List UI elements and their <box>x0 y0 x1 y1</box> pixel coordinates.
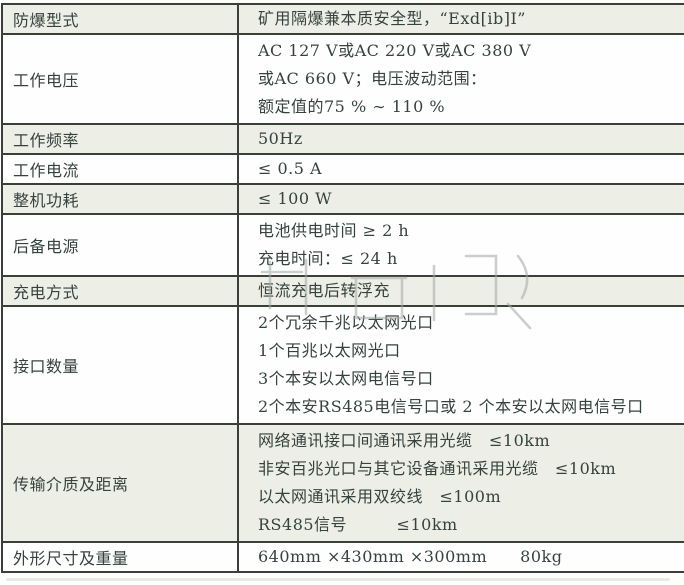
spec-table: 防爆型式 矿用隔爆兼本质安全型，“Exd[ib]I” 工作电压 AC 127 V… <box>1 3 684 573</box>
spec-value-line: 3个本安以太网电信号口 <box>258 369 434 388</box>
spec-value-line: 充电时间：≤ 24 h <box>258 249 398 268</box>
spec-value-cell: 电池供电时间 ≥ 2 h 充电时间：≤ 24 h <box>239 215 684 275</box>
spec-value-cell: 矿用隔爆兼本质安全型，“Exd[ib]I” <box>239 5 684 33</box>
spec-value-line: 2个冗余千兆以太网光口 <box>258 313 434 332</box>
spec-value-line: 1个百兆以太网光口 <box>258 341 401 360</box>
spec-value-line: 以太网通讯采用双绞线 ≤100m <box>258 487 502 506</box>
spec-value-line: ≤ 100 W <box>258 189 333 208</box>
spec-value-line: 2个本安RS485电信号口或 2 个本安以太网电信号口 <box>258 397 644 416</box>
spec-label-cell: 充电方式 <box>3 277 239 305</box>
spec-value-line: 或AC 660 V；电压波动范围： <box>258 69 487 88</box>
spec-label-cell: 后备电源 <box>3 215 239 275</box>
spec-value-cell: 50Hz <box>239 125 684 153</box>
spec-value-line: 网络通讯接口间通讯采用光缆 ≤10km <box>258 431 551 450</box>
spec-value-cell: ≤ 0.5 A <box>239 155 684 183</box>
spec-value-line: RS485信号 ≤10km <box>258 515 458 534</box>
spec-value-cell: ≤ 100 W <box>239 185 684 213</box>
spec-label-cell: 整机功耗 <box>3 185 239 213</box>
spec-label-cell: 外形尺寸及重量 <box>3 543 239 571</box>
spec-label-cell: 工作电流 <box>3 155 239 183</box>
scan-shadow <box>6 578 670 581</box>
spec-value-line: 额定值的75 % ∼ 110 % <box>258 97 446 116</box>
spec-row: 充电方式 恒流充电后转浮充 <box>3 277 684 307</box>
spec-value-cell: 640mm ×430mm ×300mm 80kg <box>239 543 684 571</box>
spec-row: 防爆型式 矿用隔爆兼本质安全型，“Exd[ib]I” <box>3 5 684 35</box>
spec-label-cell: 工作电压 <box>3 35 239 123</box>
spec-label-cell: 工作频率 <box>3 125 239 153</box>
spec-value-line: 恒流充电后转浮充 <box>258 281 391 300</box>
spec-label-cell: 防爆型式 <box>3 5 239 33</box>
spec-value-line: 50Hz <box>258 129 303 148</box>
spec-row: 工作频率 50Hz <box>3 125 684 155</box>
spec-value-cell: 网络通讯接口间通讯采用光缆 ≤10km 非安百兆光口与其它设备通讯采用光缆 ≤10… <box>239 425 684 541</box>
spec-value-cell: 恒流充电后转浮充 <box>239 277 684 305</box>
spec-label-cell: 接口数量 <box>3 307 239 423</box>
spec-value-line: 非安百兆光口与其它设备通讯采用光缆 ≤10km <box>258 459 617 478</box>
spec-row: 外形尺寸及重量 640mm ×430mm ×300mm 80kg <box>3 543 684 573</box>
spec-row: 工作电流 ≤ 0.5 A <box>3 155 684 185</box>
spec-row: 接口数量 2个冗余千兆以太网光口 1个百兆以太网光口 3个本安以太网电信号口 2个本安… <box>3 307 684 425</box>
spec-row: 整机功耗 ≤ 100 W <box>3 185 684 215</box>
spec-value-line: 电池供电时间 ≥ 2 h <box>258 221 410 240</box>
spec-value-cell: AC 127 V或AC 220 V或AC 380 V 或AC 660 V；电压波动… <box>239 35 684 123</box>
spec-value-line: AC 127 V或AC 220 V或AC 380 V <box>258 41 532 60</box>
spec-value-line: ≤ 0.5 A <box>258 159 323 178</box>
spec-row: 工作电压 AC 127 V或AC 220 V或AC 380 V 或AC 660 V… <box>3 35 684 125</box>
spec-value-line: 矿用隔爆兼本质安全型，“Exd[ib]I” <box>258 9 526 28</box>
spec-row: 传输介质及距离 网络通讯接口间通讯采用光缆 ≤10km 非安百兆光口与其它设备通讯… <box>3 425 684 543</box>
spec-value-line: 640mm ×430mm ×300mm 80kg <box>258 547 563 566</box>
spec-label-cell: 传输介质及距离 <box>3 425 239 541</box>
spec-row: 后备电源 电池供电时间 ≥ 2 h 充电时间：≤ 24 h <box>3 215 684 277</box>
spec-value-cell: 2个冗余千兆以太网光口 1个百兆以太网光口 3个本安以太网电信号口 2个本安RS485… <box>239 307 684 423</box>
